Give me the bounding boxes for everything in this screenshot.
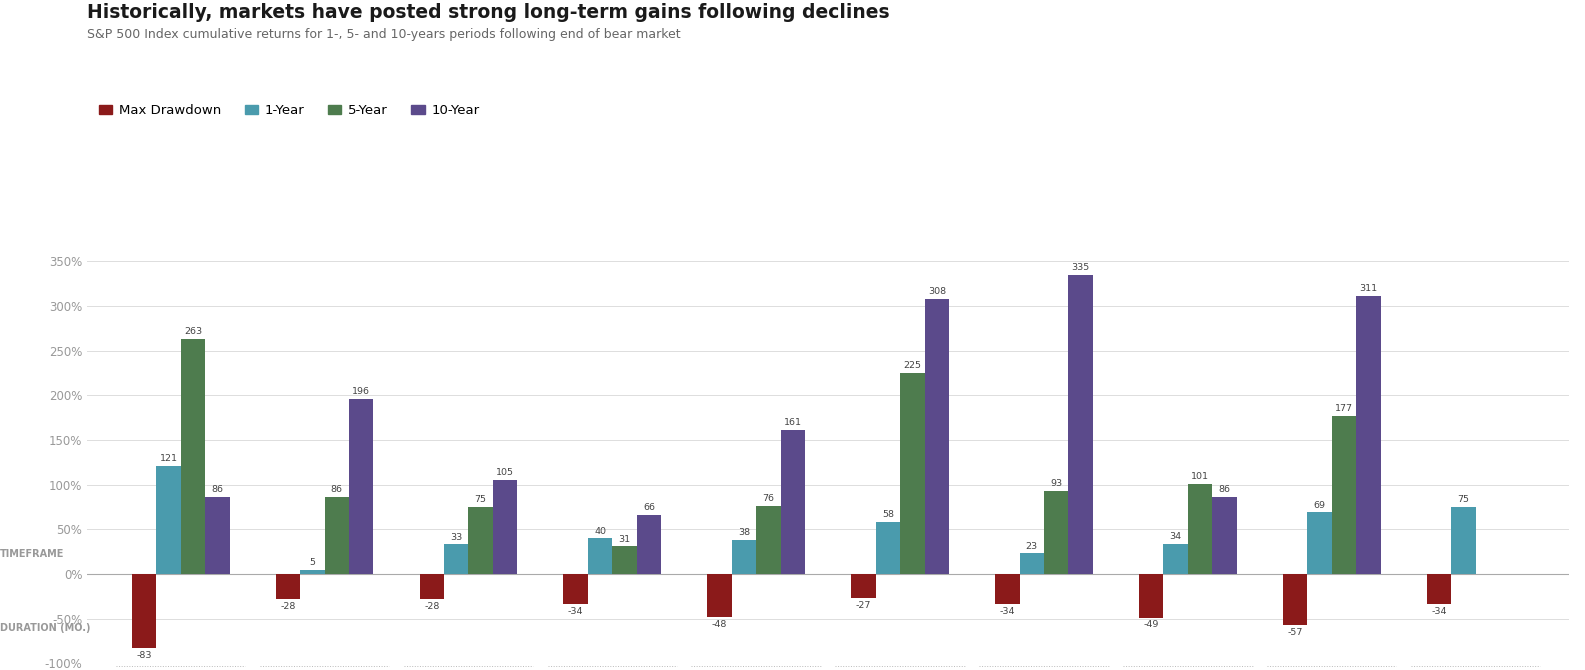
Text: 101: 101 — [1190, 472, 1209, 481]
Bar — [1140, 574, 1163, 618]
Bar — [1068, 275, 1094, 574]
Bar — [204, 497, 230, 574]
Bar — [851, 574, 875, 598]
Text: 33: 33 — [450, 533, 463, 542]
Text: S&P 500 Index cumulative returns for 1-, 5- and 10-years periods following end o: S&P 500 Index cumulative returns for 1-,… — [87, 28, 682, 41]
Text: -27: -27 — [856, 601, 872, 610]
Bar — [756, 506, 781, 574]
Text: 308: 308 — [927, 287, 946, 296]
Bar — [181, 339, 204, 574]
Bar — [1163, 543, 1187, 574]
Bar — [563, 574, 588, 604]
Bar — [1282, 574, 1308, 625]
Text: 105: 105 — [496, 468, 514, 478]
Text: 76: 76 — [762, 494, 775, 503]
Text: 40: 40 — [594, 527, 605, 535]
Text: 121: 121 — [160, 454, 178, 463]
Bar — [924, 299, 949, 574]
Bar — [420, 574, 444, 599]
Text: 38: 38 — [739, 529, 750, 537]
Text: 263: 263 — [184, 328, 201, 336]
Text: -34: -34 — [1000, 607, 1014, 616]
Text: 86: 86 — [211, 486, 223, 494]
Bar — [995, 574, 1019, 604]
Text: -28: -28 — [425, 602, 439, 610]
Bar — [1357, 296, 1381, 574]
Text: 177: 177 — [1335, 404, 1354, 413]
Bar — [781, 430, 805, 574]
Bar — [707, 574, 732, 617]
Bar — [444, 545, 469, 574]
Text: 86: 86 — [331, 486, 342, 494]
Text: 23: 23 — [1025, 542, 1038, 551]
Text: -83: -83 — [136, 651, 152, 660]
Text: 161: 161 — [785, 419, 802, 427]
Text: 58: 58 — [881, 511, 894, 519]
Bar — [300, 570, 325, 574]
Text: -34: -34 — [1431, 607, 1447, 616]
Text: 93: 93 — [1051, 479, 1062, 488]
Text: 34: 34 — [1170, 532, 1182, 541]
Text: 66: 66 — [644, 503, 655, 513]
Text: 86: 86 — [1219, 486, 1230, 494]
Text: Historically, markets have posted strong long-term gains following declines: Historically, markets have posted strong… — [87, 3, 889, 22]
Bar — [900, 373, 924, 574]
Text: -57: -57 — [1287, 628, 1303, 636]
Bar — [1426, 574, 1452, 604]
Bar — [349, 399, 374, 574]
Bar — [875, 522, 900, 574]
Legend: Max Drawdown, 1-Year, 5-Year, 10-Year: Max Drawdown, 1-Year, 5-Year, 10-Year — [94, 99, 485, 123]
Bar — [1452, 507, 1476, 574]
Text: -48: -48 — [712, 620, 728, 628]
Bar — [1213, 497, 1236, 574]
Text: 196: 196 — [352, 387, 371, 396]
Bar — [1331, 416, 1357, 574]
Bar — [157, 466, 181, 574]
Bar — [1019, 553, 1045, 574]
Bar — [132, 574, 157, 648]
Bar — [469, 507, 493, 574]
Bar — [1308, 513, 1331, 574]
Text: 75: 75 — [1457, 495, 1469, 505]
Bar — [637, 515, 661, 574]
Text: TIMEFRAME: TIMEFRAME — [0, 549, 65, 559]
Bar — [325, 497, 349, 574]
Bar — [732, 540, 756, 574]
Text: 335: 335 — [1071, 263, 1090, 272]
Text: 311: 311 — [1360, 285, 1377, 293]
Bar — [612, 546, 637, 574]
Text: -28: -28 — [281, 602, 295, 610]
Bar — [276, 574, 300, 599]
Text: 69: 69 — [1314, 500, 1325, 510]
Text: DURATION (MO.): DURATION (MO.) — [0, 623, 90, 633]
Bar — [493, 480, 517, 574]
Bar — [588, 538, 612, 574]
Text: 5: 5 — [309, 558, 315, 567]
Bar — [1187, 484, 1213, 574]
Bar — [1045, 491, 1068, 574]
Text: 31: 31 — [618, 535, 631, 543]
Text: -49: -49 — [1143, 620, 1159, 629]
Text: 75: 75 — [474, 495, 487, 505]
Text: -34: -34 — [567, 607, 583, 616]
Text: 225: 225 — [903, 361, 921, 371]
